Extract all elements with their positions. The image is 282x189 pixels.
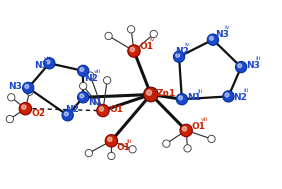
Text: N1: N1: [188, 93, 201, 102]
Text: N2: N2: [175, 47, 189, 56]
Text: iii: iii: [243, 88, 248, 93]
Ellipse shape: [103, 77, 111, 84]
Ellipse shape: [127, 26, 135, 33]
Text: O1: O1: [116, 143, 131, 153]
Ellipse shape: [8, 94, 15, 101]
Text: iii: iii: [126, 139, 131, 144]
Text: Zn1: Zn1: [157, 89, 176, 98]
Ellipse shape: [173, 51, 185, 62]
Ellipse shape: [26, 88, 33, 95]
Text: N2: N2: [65, 105, 79, 114]
Ellipse shape: [78, 65, 89, 77]
Ellipse shape: [179, 96, 182, 100]
Text: iv: iv: [149, 37, 155, 42]
Ellipse shape: [105, 32, 112, 40]
Text: iv: iv: [225, 25, 230, 30]
Ellipse shape: [105, 135, 118, 147]
Text: iii: iii: [256, 56, 261, 61]
Ellipse shape: [144, 87, 158, 102]
Ellipse shape: [99, 107, 103, 111]
Ellipse shape: [23, 82, 34, 94]
Text: N2: N2: [85, 74, 98, 83]
Ellipse shape: [225, 93, 229, 97]
Ellipse shape: [130, 47, 135, 52]
Text: O2: O2: [32, 109, 46, 118]
Text: N2: N2: [233, 93, 247, 102]
Ellipse shape: [44, 58, 55, 69]
Ellipse shape: [146, 90, 152, 95]
Ellipse shape: [85, 149, 92, 157]
Text: N3: N3: [246, 61, 260, 70]
Ellipse shape: [163, 140, 170, 147]
Ellipse shape: [80, 67, 84, 71]
Ellipse shape: [210, 36, 213, 40]
Ellipse shape: [176, 94, 188, 105]
Text: vii: vii: [43, 56, 51, 61]
Ellipse shape: [87, 72, 94, 79]
Text: N1: N1: [88, 98, 102, 107]
Ellipse shape: [25, 84, 29, 88]
Ellipse shape: [108, 152, 115, 160]
Ellipse shape: [62, 110, 73, 121]
Text: N3: N3: [215, 30, 229, 39]
Ellipse shape: [208, 135, 215, 143]
Text: vii: vii: [94, 69, 102, 74]
Ellipse shape: [64, 112, 68, 116]
Text: O1: O1: [191, 122, 205, 131]
Text: O1: O1: [109, 105, 123, 114]
Ellipse shape: [235, 61, 247, 73]
Ellipse shape: [78, 92, 89, 103]
Ellipse shape: [150, 30, 157, 38]
Ellipse shape: [180, 124, 192, 137]
Ellipse shape: [22, 105, 26, 109]
Ellipse shape: [108, 137, 112, 141]
Text: iii: iii: [197, 89, 202, 94]
Ellipse shape: [223, 91, 234, 102]
Text: N3: N3: [8, 82, 22, 91]
Ellipse shape: [238, 64, 242, 68]
Ellipse shape: [19, 102, 32, 115]
Ellipse shape: [207, 34, 219, 45]
Ellipse shape: [182, 127, 187, 131]
Ellipse shape: [6, 115, 14, 123]
Ellipse shape: [176, 53, 180, 57]
Text: iv: iv: [184, 42, 190, 47]
Ellipse shape: [80, 94, 84, 98]
Ellipse shape: [184, 145, 191, 152]
Text: N3: N3: [34, 61, 48, 70]
Ellipse shape: [129, 146, 136, 153]
Ellipse shape: [46, 60, 50, 64]
Text: vii: vii: [201, 118, 208, 122]
Ellipse shape: [97, 104, 109, 117]
Text: O1: O1: [140, 42, 154, 51]
Ellipse shape: [128, 45, 140, 57]
Ellipse shape: [80, 82, 87, 90]
